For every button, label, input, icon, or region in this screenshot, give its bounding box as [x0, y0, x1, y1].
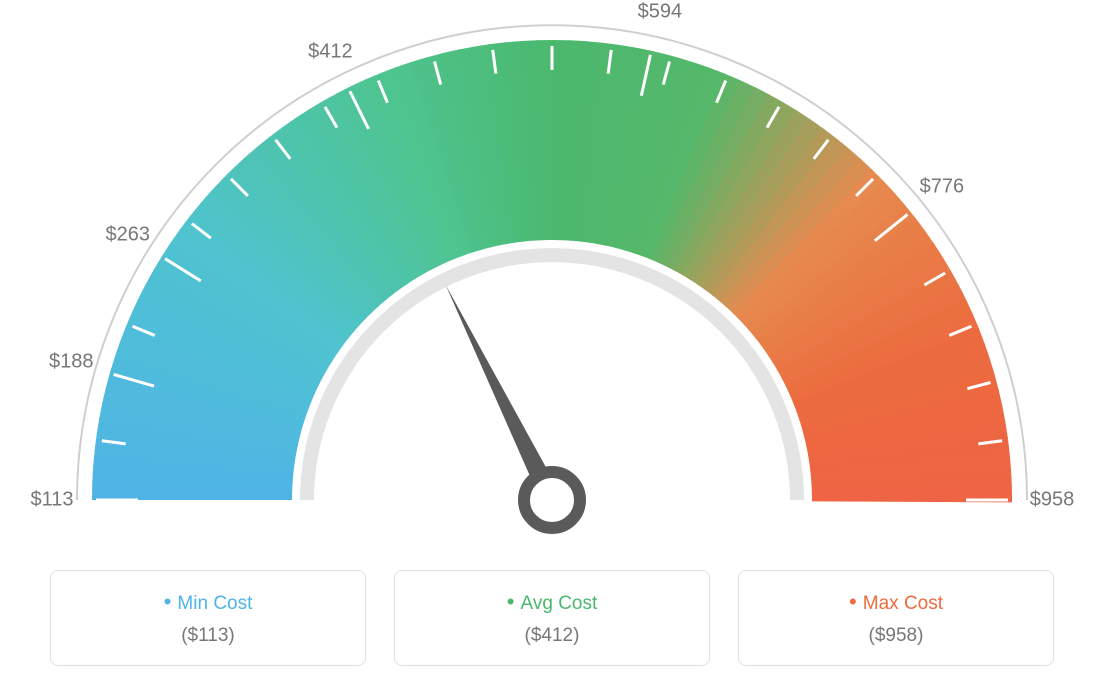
- gauge-tick-label: $113: [30, 489, 73, 512]
- legend-card: Avg Cost ($412): [394, 570, 710, 666]
- legend-title: Max Cost: [749, 589, 1043, 615]
- gauge-tick-label: $776: [920, 175, 965, 198]
- gauge-tick-label: $412: [308, 40, 353, 63]
- legend-value: ($113): [61, 625, 355, 647]
- gauge-tick-label: $188: [49, 351, 94, 374]
- gauge-arc: [92, 40, 1012, 502]
- legend-title: Min Cost: [61, 589, 355, 615]
- gauge-needle-hub: [524, 472, 580, 528]
- legend-card: Max Cost ($958): [738, 570, 1054, 666]
- legend-value: ($412): [405, 625, 699, 647]
- gauge-svg: [0, 0, 1104, 560]
- gauge-tick-label: $263: [106, 224, 151, 247]
- gauge-needle: [446, 285, 548, 479]
- legend-title: Avg Cost: [405, 589, 699, 615]
- gauge-tick-label: $594: [638, 0, 683, 23]
- legend-value: ($958): [749, 625, 1043, 647]
- cost-gauge: $113 $188 $263 $412 $594 $776 $958: [0, 0, 1104, 560]
- gauge-tick-label: $958: [1030, 489, 1075, 512]
- legend-row: Min Cost ($113) Avg Cost ($412) Max Cost ($95…: [0, 570, 1104, 666]
- legend-card: Min Cost ($113): [50, 570, 366, 666]
